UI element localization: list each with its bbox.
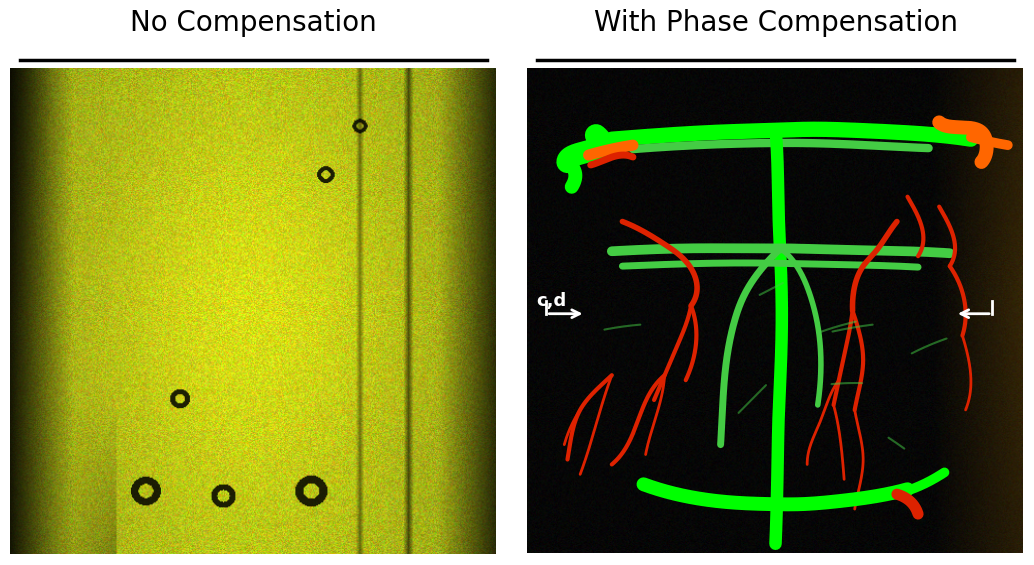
Text: c,d: c,d [536,292,566,310]
Text: No Compensation: No Compensation [130,9,376,37]
Text: With Phase Compensation: With Phase Compensation [594,9,957,37]
